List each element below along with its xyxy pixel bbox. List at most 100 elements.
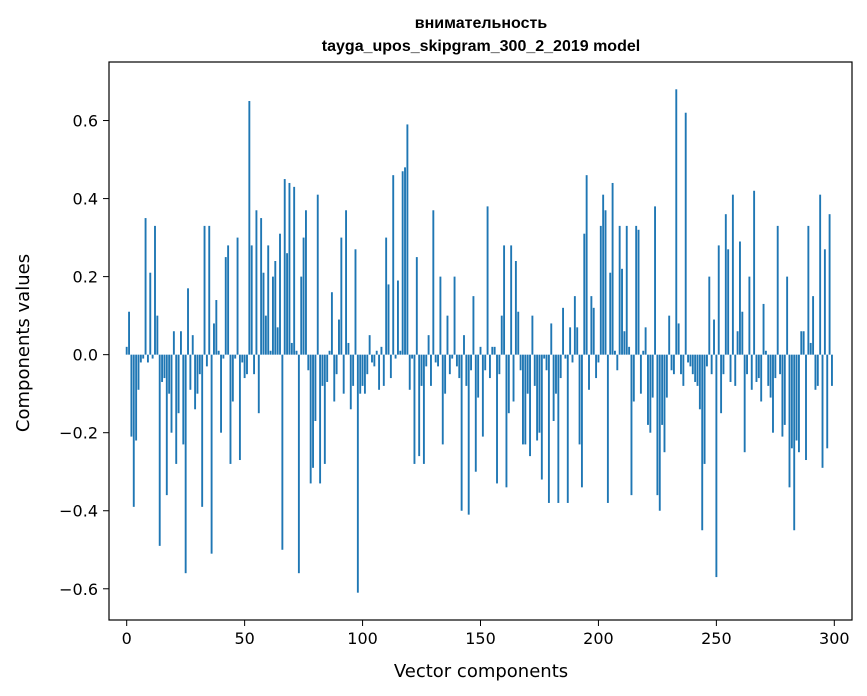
bar	[418, 354, 421, 457]
bar	[507, 354, 510, 414]
bar	[215, 300, 218, 355]
bar	[802, 331, 805, 355]
bar	[425, 354, 428, 367]
bar	[748, 276, 751, 355]
bar	[269, 350, 272, 355]
bar	[213, 323, 215, 355]
bar	[128, 311, 130, 355]
bar	[552, 354, 555, 421]
bar	[781, 354, 784, 437]
x-tick-label: 200	[583, 629, 614, 648]
bar	[392, 175, 395, 355]
bar	[363, 354, 366, 394]
bar	[437, 354, 439, 367]
bar	[616, 354, 619, 371]
bar	[467, 354, 470, 515]
bar	[517, 311, 520, 355]
bar	[139, 354, 142, 363]
bar	[236, 237, 239, 355]
bar	[144, 218, 147, 355]
bar	[569, 327, 572, 355]
bar	[762, 303, 765, 355]
bar	[746, 354, 748, 375]
bar	[472, 296, 475, 355]
bar	[614, 350, 616, 355]
bar	[682, 354, 685, 386]
bar	[191, 335, 194, 355]
chart-subtitle: tayga_upos_skipgram_300_2_2019 model	[322, 38, 640, 55]
bar	[187, 288, 189, 355]
bar	[408, 354, 411, 390]
bar	[260, 218, 263, 355]
bar	[267, 245, 270, 355]
bar	[595, 354, 598, 379]
bar	[715, 354, 718, 578]
bar	[465, 354, 468, 386]
bar	[583, 233, 586, 355]
bar	[194, 354, 197, 410]
bar	[588, 354, 590, 390]
bar	[342, 354, 345, 394]
bar	[151, 354, 154, 359]
bar	[274, 261, 277, 355]
bar	[557, 354, 560, 503]
bar	[238, 354, 241, 461]
bar	[687, 354, 690, 363]
bar	[203, 225, 206, 355]
bar	[658, 354, 661, 511]
bar	[670, 354, 673, 371]
bar	[522, 354, 524, 445]
bar	[649, 354, 652, 433]
bar	[248, 101, 251, 355]
bar	[705, 354, 708, 367]
bar	[380, 346, 383, 355]
bar	[432, 210, 435, 355]
bar	[755, 354, 758, 382]
bar	[503, 245, 506, 355]
bar	[198, 354, 201, 375]
bar	[736, 331, 739, 355]
bar	[757, 354, 760, 379]
bar	[592, 307, 595, 355]
bar	[510, 245, 513, 355]
bar	[158, 354, 161, 546]
bar	[276, 327, 279, 355]
bar	[345, 210, 347, 355]
y-tick-label: 0.6	[73, 112, 98, 131]
bar	[564, 354, 567, 359]
bar	[618, 225, 621, 355]
bar	[413, 354, 416, 464]
y-tick-label: −0.4	[59, 502, 98, 521]
bar	[319, 354, 322, 484]
bar	[307, 354, 310, 371]
bar	[812, 296, 815, 355]
bar	[366, 354, 369, 375]
bar	[222, 354, 225, 359]
bar	[677, 323, 680, 355]
x-tick-label: 250	[701, 629, 732, 648]
bar	[772, 354, 774, 433]
bar	[788, 354, 791, 488]
bar	[246, 354, 248, 375]
bar	[349, 354, 352, 410]
bar	[621, 268, 623, 355]
bar	[580, 354, 583, 488]
bar	[352, 354, 355, 386]
bars-group	[125, 89, 833, 593]
bar	[146, 354, 149, 363]
bar	[720, 354, 723, 414]
bar	[227, 245, 230, 355]
bar	[375, 350, 378, 355]
bar	[385, 237, 388, 355]
bar	[338, 319, 340, 355]
bar	[154, 225, 156, 355]
bar	[663, 354, 666, 453]
bar	[585, 175, 588, 355]
bar	[491, 346, 494, 355]
bar	[536, 354, 539, 441]
bar	[255, 210, 258, 355]
bar	[455, 354, 458, 367]
bar	[389, 354, 392, 379]
bar	[764, 350, 767, 355]
